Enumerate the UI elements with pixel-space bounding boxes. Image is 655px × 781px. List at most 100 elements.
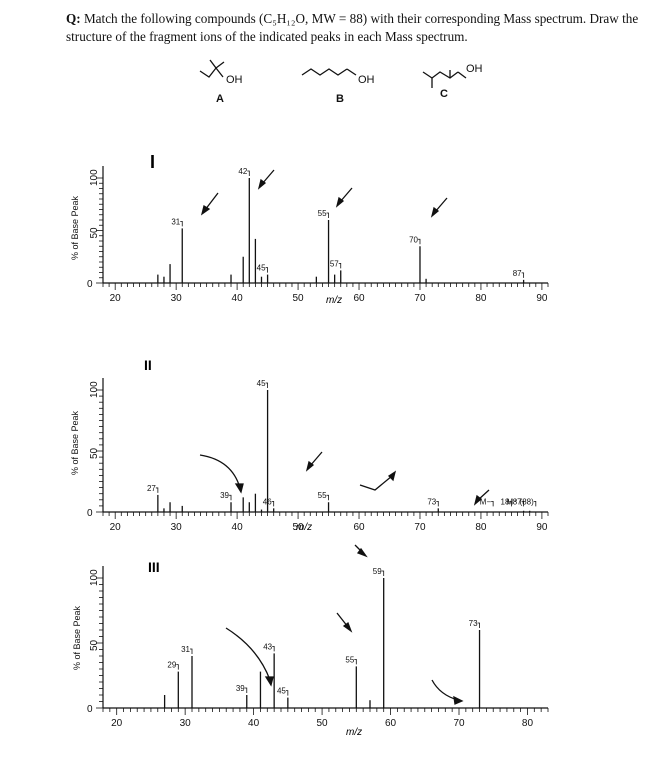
peak-label-text: 57 <box>330 259 339 268</box>
peak-label: 87 <box>513 269 525 278</box>
spectrum-i-roman: I <box>150 152 155 172</box>
spectrum-i-ylabel: % of Base Peak <box>70 195 80 260</box>
peak-label: 39 <box>236 684 248 693</box>
peak-label-text: 55 <box>345 655 354 664</box>
spectrum-i-peak-labels: 31 42 55 57 45 70 87 <box>171 167 525 278</box>
peak-label-hook <box>491 500 494 507</box>
structure-b-letter: B <box>336 93 344 105</box>
spectrum-ii-roman: II <box>144 357 152 373</box>
structure-b <box>301 68 357 76</box>
peak-label: M− <box>480 497 494 507</box>
peak-label-text: 31 <box>181 645 190 654</box>
structures: OH A OH B OH C <box>199 59 483 105</box>
peak-label-hook <box>417 238 421 245</box>
y-tick-label: 50 <box>89 639 100 651</box>
spectrum-ii-ylabel: % of Base Peak <box>70 410 80 475</box>
peak-label-text: 70 <box>409 235 418 244</box>
structure-a-oh: OH <box>226 74 243 86</box>
peak-label-hook <box>533 500 537 507</box>
peak-label-text: M− <box>480 497 492 506</box>
peak-label-text: 18 <box>501 497 510 506</box>
peak-label: 31 <box>171 217 183 227</box>
spectrum-i-axes <box>102 166 548 284</box>
spectrum-iii-peaks <box>163 578 481 708</box>
structure-c-oh: OH <box>466 63 483 75</box>
peak-label-hook <box>326 212 329 218</box>
peak-label-hook <box>521 500 525 507</box>
x-tick-label: 70 <box>414 522 426 533</box>
spectrum-iii-arrows <box>225 544 464 705</box>
x-tick-label: 40 <box>232 522 244 533</box>
x-tick-label: 30 <box>171 522 183 533</box>
peak-label: 18 <box>501 497 512 507</box>
question-prefix: Q: <box>66 11 81 26</box>
peak-label-hook <box>436 500 439 507</box>
peak-label-text: 87 <box>513 497 522 506</box>
y-tick-label: 100 <box>89 381 100 398</box>
peak-label-hook <box>176 664 179 670</box>
x-tick-label: 80 <box>522 718 534 729</box>
spectrum-ii-peaks <box>157 390 531 512</box>
peak-label-hook <box>509 500 512 507</box>
peak-label-text: 27 <box>147 484 156 493</box>
spectrum-i-peaks <box>157 178 525 283</box>
peak-label: 87 <box>513 497 525 507</box>
peak-label: 70 <box>409 235 421 245</box>
spectrum-ii-ticks: 100 50 0 20 30 40 50 60 70 80 90 <box>87 381 549 533</box>
peak-label-hook <box>265 382 268 388</box>
peak-label: 55 <box>318 491 329 501</box>
peak-label-text: 73 <box>469 619 478 628</box>
peak-label-hook <box>521 272 525 278</box>
peak-label-hook <box>381 570 385 576</box>
peak-label: 59 <box>373 567 385 576</box>
peak-label-text: 42 <box>238 167 247 176</box>
spectrum-i-xlabel: m/z <box>326 295 342 306</box>
spectrum-iii-roman: III <box>148 559 160 575</box>
peak-label-text: 39 <box>236 684 245 693</box>
peak-label-hook <box>180 221 183 227</box>
spectrum-iii-ylabel: % of Base Peak <box>72 605 82 670</box>
peak-label-hook <box>229 494 232 501</box>
x-tick-label: 20 <box>110 522 122 533</box>
x-tick-label: 20 <box>110 293 122 304</box>
peak-label-hook <box>271 500 275 507</box>
peak-label: M⁺ (88) <box>506 497 537 507</box>
x-tick-label: 40 <box>248 718 260 729</box>
y-tick-label: 50 <box>89 447 100 459</box>
y-tick-label: 0 <box>87 508 93 519</box>
spectrum-ii-arrows <box>199 451 490 506</box>
question-text: Q: Match the following compounds (C₅H₁₂O… <box>66 10 646 46</box>
peak-label: 42 <box>238 167 250 176</box>
spectrum-iii-xlabel: m/z <box>346 727 362 738</box>
x-tick-label: 30 <box>180 718 192 729</box>
x-tick-label: 40 <box>232 293 244 304</box>
peak-label-text: 43 <box>263 642 272 651</box>
x-tick-label: 50 <box>293 522 305 533</box>
x-tick-label: 60 <box>385 718 397 729</box>
peak-label-text: 55 <box>318 209 327 218</box>
peak-label: 29 <box>167 661 179 670</box>
peak-label-hook <box>155 487 159 493</box>
peak-label-hook <box>190 648 193 654</box>
peak-label-text: 31 <box>171 217 180 226</box>
spectrum-i-arrows <box>200 169 448 218</box>
y-tick-label: 50 <box>89 227 100 239</box>
x-tick-label: 80 <box>475 522 487 533</box>
peak-label-hook <box>247 170 250 176</box>
x-tick-label: 70 <box>453 718 465 729</box>
peak-label-text: 45 <box>257 264 266 273</box>
spectrum-iii-peak-labels: 29 31 39 43 45 55 59 73 <box>167 567 480 696</box>
spectrum-i-ticks: 100 50 0 20 30 40 50 60 70 80 90 <box>87 169 549 304</box>
peak-label: 46 <box>263 497 275 507</box>
x-tick-label: 20 <box>111 718 123 729</box>
structure-c <box>422 70 467 88</box>
peak-label: 39 <box>220 491 232 501</box>
peak-label: 55 <box>345 655 357 664</box>
peak-label: 27 <box>147 484 159 493</box>
x-tick-label: 50 <box>317 718 329 729</box>
peak-label-text: 59 <box>373 567 382 576</box>
peak-label-text: M⁺ (88) <box>506 497 534 506</box>
spectrum-iii-axes <box>102 566 548 709</box>
